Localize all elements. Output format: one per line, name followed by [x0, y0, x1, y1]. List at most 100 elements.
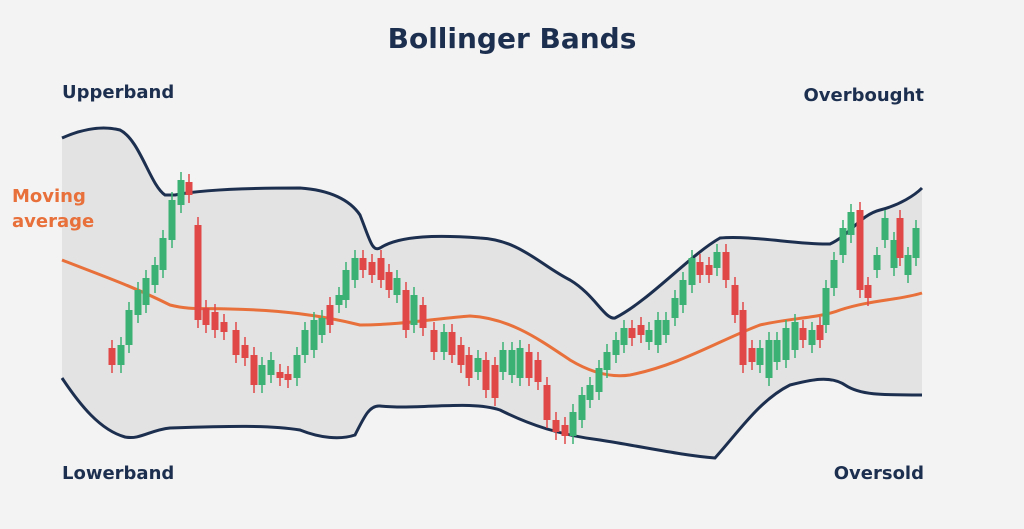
- candle-body: [474, 358, 482, 372]
- candle-body: [211, 312, 219, 330]
- candle-body: [377, 258, 385, 280]
- candle-body: [430, 330, 438, 352]
- candle-body: [125, 310, 133, 345]
- candle-body: [516, 348, 524, 378]
- candle-body: [250, 355, 258, 385]
- candle-body: [904, 255, 912, 275]
- candle-body: [318, 318, 326, 335]
- candle-body: [864, 285, 872, 298]
- candle-body: [534, 360, 542, 382]
- candle-body: [816, 325, 824, 340]
- lower-band: [60, 377, 923, 460]
- candle-body: [385, 272, 393, 290]
- candle-body: [830, 260, 838, 288]
- moving-average-label: Moving: [12, 186, 86, 207]
- candle-body: [739, 310, 747, 365]
- candle-body: [782, 328, 790, 360]
- candle-body: [293, 355, 301, 378]
- oversold-label: Oversold: [834, 463, 924, 484]
- candle-body: [603, 352, 611, 370]
- upperband-label: Upperband: [62, 82, 174, 103]
- candle-body: [561, 425, 569, 436]
- candle-body: [232, 330, 240, 355]
- candle-body: [696, 262, 704, 275]
- candle-body: [448, 332, 456, 355]
- band-fill: [62, 127, 922, 470]
- candle-body: [267, 360, 275, 375]
- candle-body: [662, 320, 670, 335]
- candle-body: [284, 374, 292, 380]
- candle-body: [773, 340, 781, 362]
- candle-body: [393, 278, 401, 295]
- candle-body: [276, 372, 284, 378]
- candle-body: [628, 328, 636, 338]
- candle-body: [873, 255, 881, 270]
- candle-body: [586, 385, 594, 400]
- candle-body: [202, 308, 210, 325]
- candle-body: [822, 288, 830, 325]
- candle-body: [839, 228, 847, 255]
- candle-body: [241, 345, 249, 358]
- candle-body: [419, 305, 427, 328]
- candle-body: [543, 385, 551, 420]
- band-mask: [62, 378, 922, 529]
- candle-body: [912, 228, 920, 258]
- candle-body: [856, 210, 864, 290]
- candle-body: [342, 270, 350, 300]
- title: Bollinger Bands: [388, 22, 637, 55]
- candle-body: [679, 280, 687, 305]
- candle-body: [177, 180, 185, 205]
- candle-body: [881, 218, 889, 240]
- candle-body: [645, 330, 653, 342]
- candle-body: [168, 200, 176, 240]
- candle-body: [896, 218, 904, 258]
- candle-body: [731, 285, 739, 315]
- candle-body: [134, 290, 142, 315]
- candle-body: [525, 352, 533, 378]
- candle-body: [258, 365, 266, 385]
- candle-body: [220, 322, 228, 332]
- candle-body: [301, 330, 309, 355]
- candle-body: [185, 182, 193, 195]
- candle-body: [552, 420, 560, 432]
- candle-body: [117, 345, 125, 365]
- candles: [108, 172, 920, 444]
- candle-body: [159, 238, 167, 270]
- candle-body: [351, 258, 359, 280]
- candle-body: [808, 330, 816, 345]
- candle-body: [359, 258, 367, 270]
- candle-body: [335, 295, 343, 305]
- candle-body: [508, 350, 516, 375]
- candle-body: [765, 340, 773, 378]
- candle-body: [402, 290, 410, 330]
- candle-body: [890, 240, 898, 268]
- candle-body: [194, 225, 202, 320]
- candle-body: [465, 355, 473, 378]
- candle-body: [578, 395, 586, 420]
- candle-body: [791, 322, 799, 350]
- candle-body: [108, 348, 116, 365]
- candle-body: [637, 325, 645, 335]
- candle-body: [688, 258, 696, 285]
- candle-body: [612, 340, 620, 355]
- candle-body: [595, 368, 603, 392]
- candle-body: [368, 262, 376, 275]
- candle-body: [440, 332, 448, 352]
- candle-body: [713, 252, 721, 268]
- candle-body: [620, 328, 628, 345]
- candle-body: [847, 212, 855, 235]
- candle-body: [310, 320, 318, 350]
- candle-body: [151, 265, 159, 285]
- candle-body: [326, 305, 334, 325]
- moving-average-label: average: [12, 211, 94, 232]
- candle-body: [748, 348, 756, 362]
- lowerband-label: Lowerband: [62, 463, 174, 484]
- candle-body: [499, 350, 507, 372]
- candle-body: [142, 278, 150, 305]
- candle-body: [756, 348, 764, 365]
- candle-body: [722, 252, 730, 280]
- candle-body: [482, 360, 490, 390]
- candle-body: [491, 365, 499, 398]
